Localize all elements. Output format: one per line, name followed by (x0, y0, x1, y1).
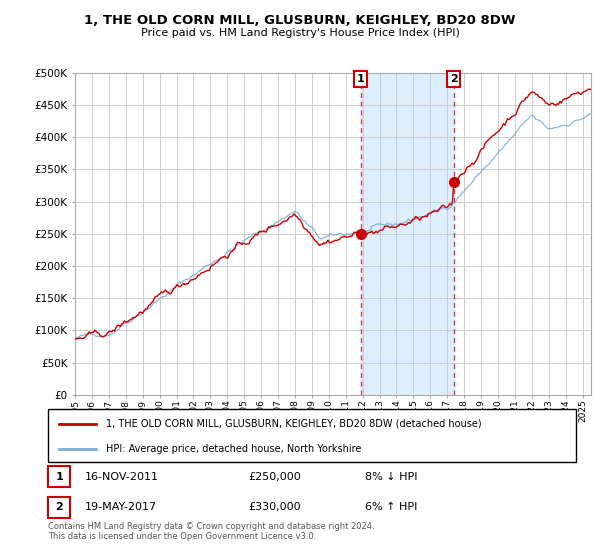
FancyBboxPatch shape (48, 409, 576, 462)
Text: 16-NOV-2011: 16-NOV-2011 (85, 472, 159, 482)
FancyBboxPatch shape (48, 497, 70, 518)
Text: 1: 1 (55, 472, 63, 482)
Text: Price paid vs. HM Land Registry's House Price Index (HPI): Price paid vs. HM Land Registry's House … (140, 28, 460, 38)
Text: 8% ↓ HPI: 8% ↓ HPI (365, 472, 418, 482)
Text: £330,000: £330,000 (248, 502, 301, 512)
Text: 2: 2 (450, 74, 458, 84)
Text: 6% ↑ HPI: 6% ↑ HPI (365, 502, 417, 512)
Text: £250,000: £250,000 (248, 472, 301, 482)
Bar (361, 73, 454, 395)
Text: 1, THE OLD CORN MILL, GLUSBURN, KEIGHLEY, BD20 8DW (detached house): 1, THE OLD CORN MILL, GLUSBURN, KEIGHLEY… (106, 419, 482, 429)
Text: 1, THE OLD CORN MILL, GLUSBURN, KEIGHLEY, BD20 8DW: 1, THE OLD CORN MILL, GLUSBURN, KEIGHLEY… (84, 14, 516, 27)
Text: 19-MAY-2017: 19-MAY-2017 (85, 502, 157, 512)
Text: 1: 1 (357, 74, 364, 84)
Text: Contains HM Land Registry data © Crown copyright and database right 2024.
This d: Contains HM Land Registry data © Crown c… (48, 522, 374, 542)
FancyBboxPatch shape (48, 466, 70, 487)
Text: HPI: Average price, detached house, North Yorkshire: HPI: Average price, detached house, Nort… (106, 444, 361, 454)
Text: 2: 2 (55, 502, 63, 512)
